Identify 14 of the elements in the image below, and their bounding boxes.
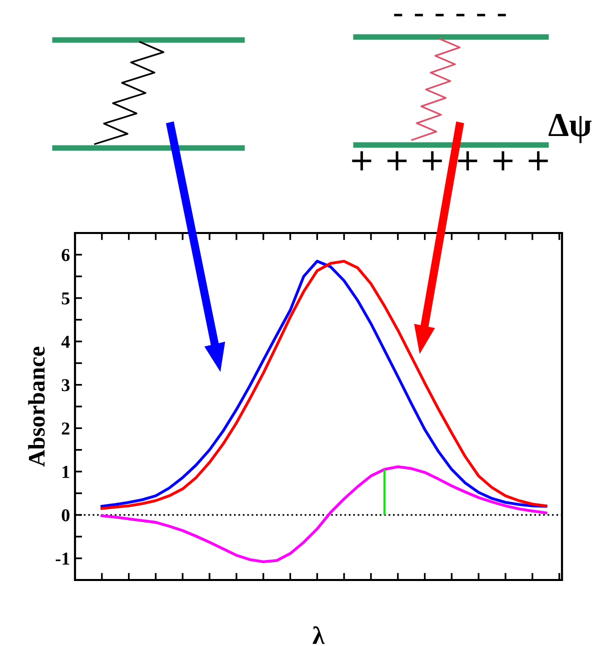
y-tick-label: 5: [62, 292, 70, 305]
y-tick-label: 0: [62, 509, 70, 522]
y-tick-label: 2: [62, 422, 70, 434]
y-tick-label: 3: [62, 379, 70, 392]
y-tick-label: 4: [61, 336, 70, 348]
y-axis-title: Absorbance: [28, 346, 45, 467]
y-tick-label: 1: [62, 466, 70, 478]
y-tick-label: 6: [62, 248, 70, 262]
text: + + + + + +: [352, 151, 548, 170]
text: Δψ: [548, 114, 592, 144]
y-tick-label: -1: [56, 552, 70, 565]
text: - - - - - -: [394, 14, 506, 16]
x-axis-title: λ: [312, 626, 325, 644]
line-series: [100, 465, 548, 564]
